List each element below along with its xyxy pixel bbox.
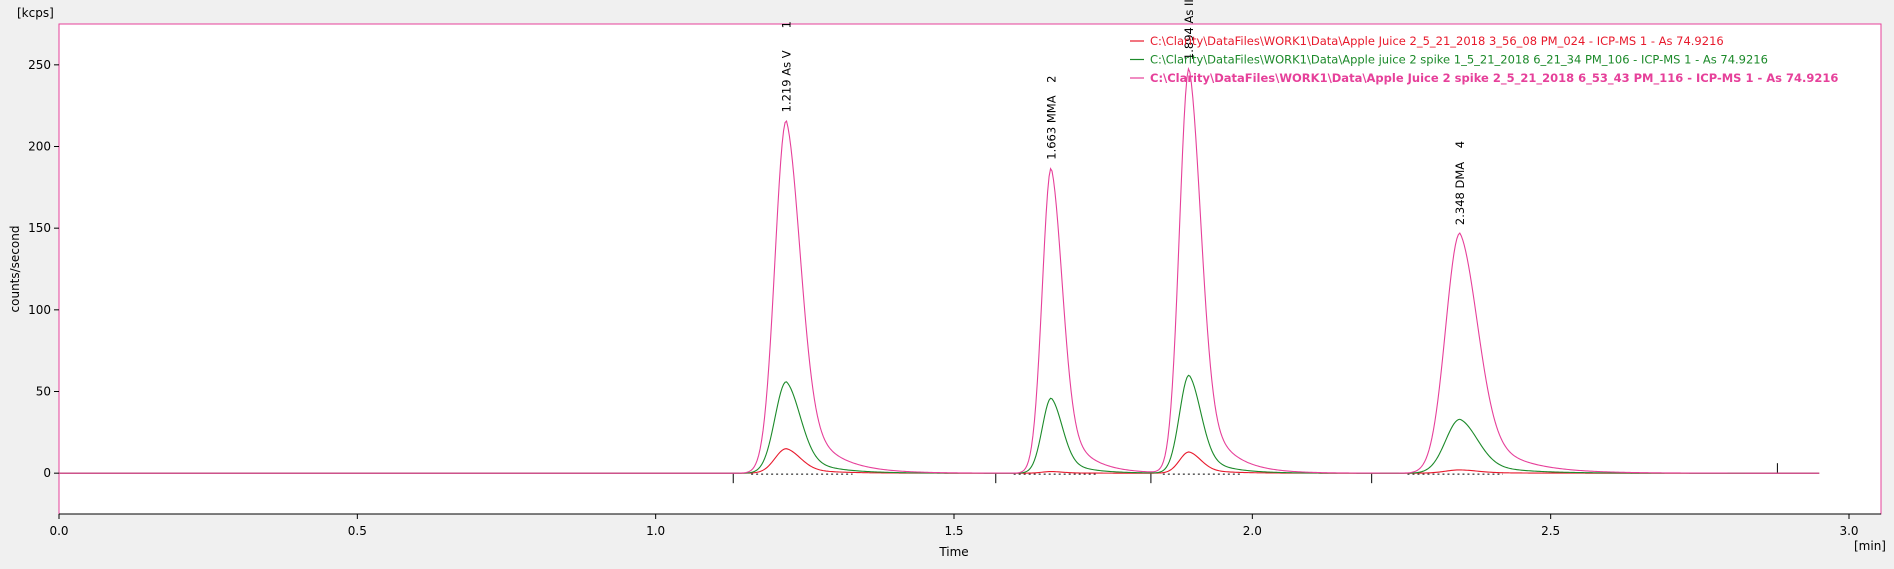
peak-number: 2	[1044, 76, 1058, 83]
y-axis-title: counts/second	[8, 226, 22, 313]
legend-entry: C:\Clarity\DataFiles\WORK1\Data\Apple Ju…	[1150, 71, 1838, 86]
x-tick-label: 0.0	[49, 524, 68, 538]
y-tick-label: 250	[28, 58, 51, 72]
y-tick-label: 100	[28, 303, 51, 317]
y-tick-label: 0	[43, 466, 51, 480]
x-axis-title: Time	[938, 545, 968, 559]
y-tick-label: 50	[36, 385, 51, 399]
y-axis-unit: [kcps]	[17, 6, 54, 20]
legend-entry: C:\Clarity\DataFiles\WORK1\Data\Apple Ju…	[1150, 34, 1724, 48]
peak-label: 1.219 As V	[779, 50, 793, 112]
peak-number: 1	[779, 21, 793, 28]
x-tick-label: 1.0	[646, 524, 665, 538]
y-tick-label: 200	[28, 140, 51, 154]
peak-label: 1.894 As III	[1182, 0, 1196, 60]
x-tick-label: 1.5	[944, 524, 963, 538]
peak-label: 2.348 DMA	[1453, 162, 1467, 225]
legend-entry: C:\Clarity\DataFiles\WORK1\Data\Apple ju…	[1150, 53, 1768, 67]
plot-area	[58, 23, 1882, 515]
x-tick-label: 3.0	[1839, 524, 1858, 538]
x-axis-unit: [min]	[1854, 539, 1886, 553]
series-line-3	[59, 66, 1820, 474]
x-tick-label: 2.0	[1243, 524, 1262, 538]
peak-number: 4	[1453, 141, 1467, 148]
x-tick-label: 2.5	[1541, 524, 1560, 538]
peak-label: 1.663 MMA	[1044, 95, 1058, 159]
x-tick-label: 0.5	[348, 524, 367, 538]
y-tick-label: 150	[28, 221, 51, 235]
